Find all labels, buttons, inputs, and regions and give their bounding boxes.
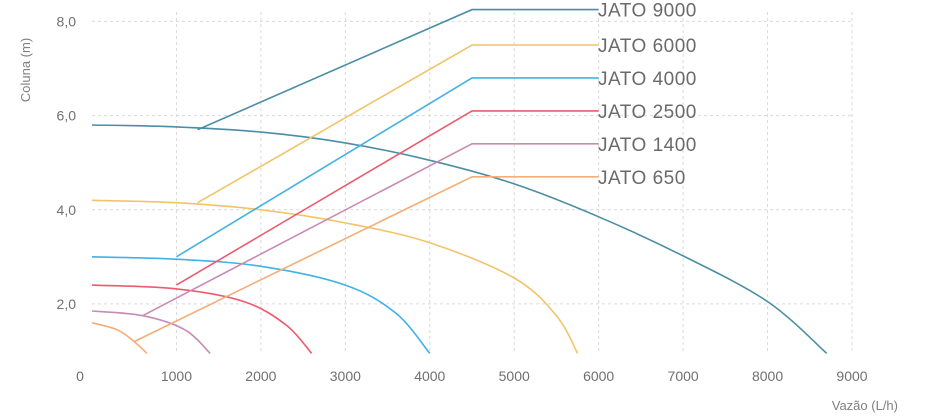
axes: Coluna (m) Vazão (L/h) 0 1000 2000 3000 4000… [18, 13, 898, 413]
series-marker-line-jato-9000 [197, 8, 599, 131]
y-tick-label: 8,0 [57, 13, 77, 29]
x-tick-label: 4000 [414, 368, 445, 384]
legend-label-jato-6000: JATO 6000 [598, 36, 697, 57]
legend-label-jato-1400: JATO 1400 [598, 135, 697, 156]
x-tick-label: 5000 [499, 368, 530, 384]
x-tick-label: 6000 [583, 368, 614, 384]
series-curve-jato-650 [91, 322, 148, 354]
x-tick-label: 1000 [161, 368, 192, 384]
series-layer [91, 8, 828, 355]
legend-label-jato-650: JATO 650 [598, 168, 686, 189]
legend-label-jato-9000: JATO 9000 [598, 1, 697, 22]
legend-label-jato-2500: JATO 2500 [598, 102, 697, 123]
series-curve-jato-6000 [91, 199, 579, 354]
x-tick-label: 2000 [245, 368, 276, 384]
series-marker-line-jato-4000 [175, 77, 599, 258]
series-curve-jato-2500 [91, 284, 313, 354]
y-tick-label: 6,0 [57, 108, 77, 124]
y-axis-title: Coluna (m) [18, 38, 33, 102]
series-curve-jato-1400 [91, 310, 211, 354]
series-marker-line-jato-6000 [197, 44, 599, 204]
series-curve-jato-4000 [91, 256, 431, 354]
series-marker-line-jato-650 [133, 176, 599, 343]
series-marker-line-jato-2500 [175, 110, 599, 286]
x-axis-title: Vazão (L/h) [832, 398, 898, 413]
x-tick-label: 3000 [330, 368, 361, 384]
y-tick-label: 2,0 [57, 296, 77, 312]
x-tick-label: 7000 [668, 368, 699, 384]
x-tick-label: 8000 [752, 368, 783, 384]
legend-label-jato-4000: JATO 4000 [598, 69, 697, 90]
x-tick-label: 9000 [836, 368, 867, 384]
series-marker-line-jato-1400 [142, 143, 599, 317]
y-tick-label: 4,0 [57, 202, 77, 218]
x-tick-label: 0 [76, 368, 84, 384]
grid [92, 12, 853, 351]
legend: JATO 9000 JATO 6000 JATO 4000 JATO 2500 JATO… [598, 1, 697, 189]
series-curve-jato-9000 [91, 124, 828, 355]
